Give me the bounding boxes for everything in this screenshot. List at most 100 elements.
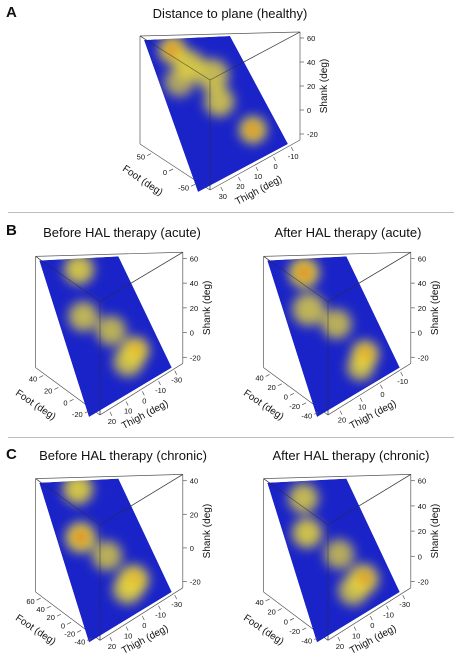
foot-tick <box>84 410 89 414</box>
foot-tick <box>76 630 82 633</box>
thigh-tick-label: 30 <box>219 192 227 201</box>
thigh-tick-label: 20 <box>108 642 116 651</box>
thigh-tick-label: 20 <box>338 416 346 425</box>
thigh-tick <box>125 401 129 406</box>
z-tick-label: 20 <box>190 304 198 313</box>
z-axis-label: Shank (deg) <box>430 281 441 335</box>
z-tick-label: 60 <box>418 254 426 263</box>
density-blob <box>288 483 319 514</box>
thigh-tick <box>359 397 363 402</box>
foot-tick-label: 20 <box>267 383 275 392</box>
density-peak <box>247 124 259 136</box>
density-hotspots <box>63 256 149 377</box>
thigh-tick-label: -10 <box>288 152 299 161</box>
thigh-tick-label: -10 <box>155 386 166 395</box>
foot-tick <box>314 411 319 415</box>
thigh-tick-label: 0 <box>142 621 146 630</box>
density-blob <box>164 66 195 97</box>
box-edge-front <box>209 31 301 81</box>
box-edge-front <box>35 478 101 526</box>
title-before-chronic: Before HAL therapy (chronic) <box>39 448 207 463</box>
z-tick-label: 20 <box>418 304 426 313</box>
z-axis-label: Shank (deg) <box>202 504 213 558</box>
foot-tick-label: -40 <box>301 411 312 420</box>
foot-tick-label: -40 <box>74 637 85 646</box>
thigh-tick <box>109 636 113 642</box>
thigh-tick <box>370 615 373 621</box>
density-peak <box>166 44 179 56</box>
foot-tick-label: 0 <box>284 617 288 626</box>
foot-tick <box>87 638 92 641</box>
density-plane <box>144 36 288 192</box>
foot-tick-label: 40 <box>255 598 263 607</box>
panel-separator <box>8 212 454 213</box>
z-tick-label: -20 <box>190 353 201 362</box>
thigh-tick <box>339 410 343 415</box>
title-after-acute: After HAL therapy (acute) <box>274 225 422 240</box>
thigh-tick <box>402 594 406 600</box>
z-axis-label: Shank (deg) <box>202 281 213 335</box>
panel-separator <box>8 437 454 438</box>
foot-tick <box>277 383 282 387</box>
density-blob <box>292 292 326 326</box>
foot-tick-label: 0 <box>61 621 65 630</box>
z-tick-label: 40 <box>418 279 426 288</box>
thigh-tick-label: 0 <box>370 621 374 630</box>
z-tick-label: -20 <box>307 130 318 139</box>
z-tick-label: 40 <box>190 279 198 288</box>
density-plane <box>267 256 400 418</box>
density-hotspots <box>158 36 267 144</box>
box-edge <box>35 251 183 257</box>
z-axis-label: Shank (deg) <box>430 504 441 558</box>
foot-tick <box>46 605 51 609</box>
density-blob <box>113 346 144 377</box>
thigh-tick <box>386 605 389 610</box>
foot-tick-label: 20 <box>267 608 275 617</box>
foot-tick <box>265 598 270 602</box>
thigh-tick-label: 20 <box>336 642 344 651</box>
thigh-tick <box>125 626 129 631</box>
foot-tick <box>265 374 270 377</box>
z-tick-label: 0 <box>418 329 422 338</box>
foot-tick-label: -20 <box>64 629 75 638</box>
box-edge <box>99 587 183 641</box>
thigh-tick <box>174 594 178 600</box>
thigh-tick <box>142 615 145 621</box>
z-tick-label: 0 <box>307 106 311 115</box>
density-blob <box>63 256 94 285</box>
box-edge <box>327 587 411 641</box>
foot-tick <box>314 637 319 640</box>
foot-tick <box>168 168 174 172</box>
thigh-tick <box>174 370 178 375</box>
density-blob <box>338 575 369 606</box>
density-hotspots <box>62 478 149 605</box>
z-tick-label: -20 <box>190 578 201 587</box>
foot-tick-label: 20 <box>44 386 52 395</box>
z-tick-label: -20 <box>418 353 429 362</box>
density-hotspots <box>288 483 379 606</box>
density-peak <box>297 266 311 279</box>
z-tick-label: 0 <box>190 329 194 338</box>
thigh-tick-label: 10 <box>358 403 366 412</box>
box-edge <box>209 139 301 191</box>
foot-tick-label: -40 <box>301 637 312 646</box>
foot-axis-label: Foot (deg) <box>241 388 285 423</box>
panel-letter-c: C <box>6 446 17 463</box>
thigh-tick-label: -10 <box>397 377 408 386</box>
thigh-tick <box>337 636 341 642</box>
thigh-tick-label: -30 <box>171 600 182 609</box>
density-blob <box>68 301 99 332</box>
thigh-tick-label: -30 <box>399 600 410 609</box>
thigh-tick-label: 0 <box>380 390 384 399</box>
density-peak <box>74 531 88 544</box>
foot-tick-label: 0 <box>284 392 288 401</box>
thigh-tick <box>158 380 161 386</box>
density-blob <box>347 353 375 381</box>
z-tick-label: -20 <box>418 578 429 587</box>
thigh-tick-label: 0 <box>142 396 146 405</box>
foot-tick-label: 0 <box>63 398 67 407</box>
thigh-tick-label: 20 <box>236 182 244 191</box>
foot-tick <box>190 184 196 187</box>
z-tick-label: 0 <box>190 544 194 553</box>
